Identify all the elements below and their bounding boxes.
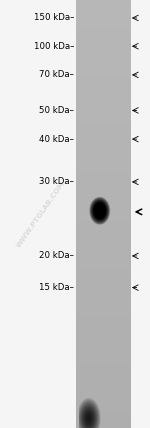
Text: 100 kDa–: 100 kDa– — [34, 42, 74, 51]
Text: 15 kDa–: 15 kDa– — [39, 283, 74, 292]
Text: 70 kDa–: 70 kDa– — [39, 70, 74, 80]
Text: 30 kDa–: 30 kDa– — [39, 177, 74, 187]
Text: 50 kDa–: 50 kDa– — [39, 106, 74, 115]
Text: 150 kDa–: 150 kDa– — [34, 13, 74, 23]
Text: WWW.PTGLAB.COM: WWW.PTGLAB.COM — [15, 180, 66, 248]
Text: 40 kDa–: 40 kDa– — [39, 134, 74, 144]
Text: 20 kDa–: 20 kDa– — [39, 251, 74, 261]
